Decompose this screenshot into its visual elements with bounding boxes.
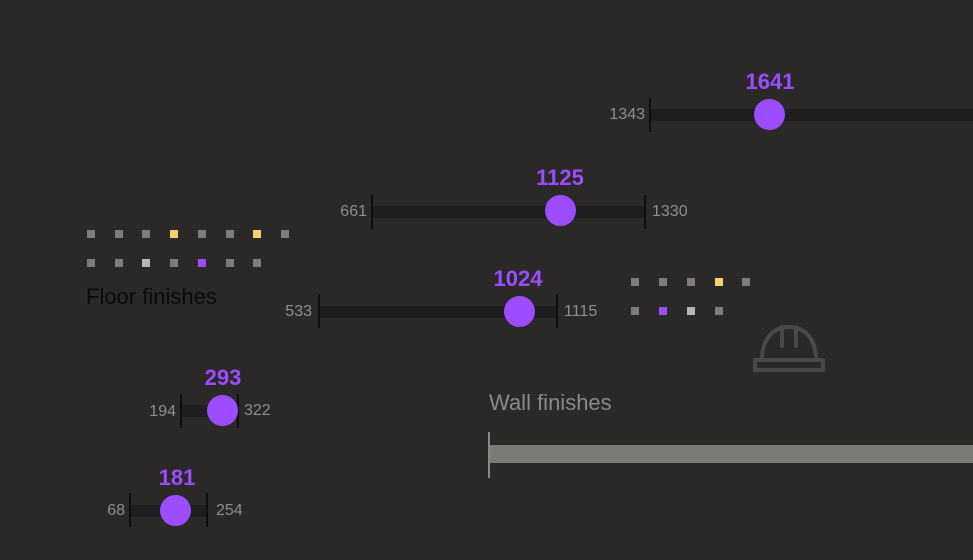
- slider-2-thumb[interactable]: [545, 195, 576, 226]
- dot: [198, 259, 206, 267]
- slider-1-min: 1343: [609, 106, 645, 123]
- slider-2-min: 661: [340, 203, 367, 220]
- slider-5-max-tick: [206, 493, 208, 527]
- dot: [87, 259, 95, 267]
- slider-1-min-tick: [649, 98, 651, 132]
- wall-finishes-tick: [488, 432, 490, 478]
- slider-5-thumb[interactable]: [160, 495, 191, 526]
- dot: [226, 259, 234, 267]
- dot: [687, 278, 695, 286]
- slider-4-value: 293: [204, 365, 242, 390]
- hard-hat-icon: [750, 318, 828, 381]
- dot: [142, 259, 150, 267]
- dot: [715, 307, 723, 315]
- dot: [226, 230, 234, 238]
- dot: [281, 230, 289, 238]
- slider-3-max: 1115: [564, 303, 598, 320]
- slider-3-min: 533: [285, 303, 312, 320]
- dot: [115, 230, 123, 238]
- dot: [170, 259, 178, 267]
- slider-2-max: 1330: [652, 203, 688, 220]
- slider-5-max: 254: [216, 502, 243, 519]
- dot: [87, 230, 95, 238]
- dot: [115, 259, 123, 267]
- wall-finishes-label: Wall finishes: [489, 390, 612, 415]
- slider-5-min: 68: [107, 502, 125, 519]
- dot: [170, 230, 178, 238]
- dot: [631, 278, 639, 286]
- wall-finishes-bar: [489, 445, 973, 463]
- slider-2-value: 1125: [536, 165, 584, 190]
- slider-3-value: 1024: [493, 266, 543, 291]
- slider-3-min-tick: [318, 294, 320, 328]
- slider-1-value: 1641: [745, 69, 795, 94]
- floor-finishes-label: Floor finishes: [86, 284, 217, 309]
- dot: [253, 259, 261, 267]
- slider-3-track[interactable]: [319, 306, 557, 318]
- slider-2-min-tick: [371, 195, 373, 229]
- slider-4-max: 322: [244, 402, 271, 419]
- slider-1-thumb[interactable]: [754, 99, 785, 130]
- dot: [687, 307, 695, 315]
- slider-4-min: 194: [149, 403, 176, 420]
- slider-3-thumb[interactable]: [504, 296, 535, 327]
- slider-5-min-tick: [129, 493, 131, 527]
- dot: [659, 278, 667, 286]
- slider-2-max-tick: [644, 195, 646, 229]
- dot: [142, 230, 150, 238]
- slider-4-thumb[interactable]: [207, 395, 238, 426]
- slider-4-max-tick: [237, 394, 239, 428]
- slider-2-track[interactable]: [372, 206, 645, 218]
- slider-4-min-tick: [180, 394, 182, 428]
- slider-1-track[interactable]: [650, 109, 973, 121]
- slider-3-max-tick: [556, 294, 558, 328]
- dot: [631, 307, 639, 315]
- dot: [659, 307, 667, 315]
- dot: [715, 278, 723, 286]
- dot: [198, 230, 206, 238]
- dot: [742, 278, 750, 286]
- dot: [253, 230, 261, 238]
- slider-5-value: 181: [158, 465, 196, 490]
